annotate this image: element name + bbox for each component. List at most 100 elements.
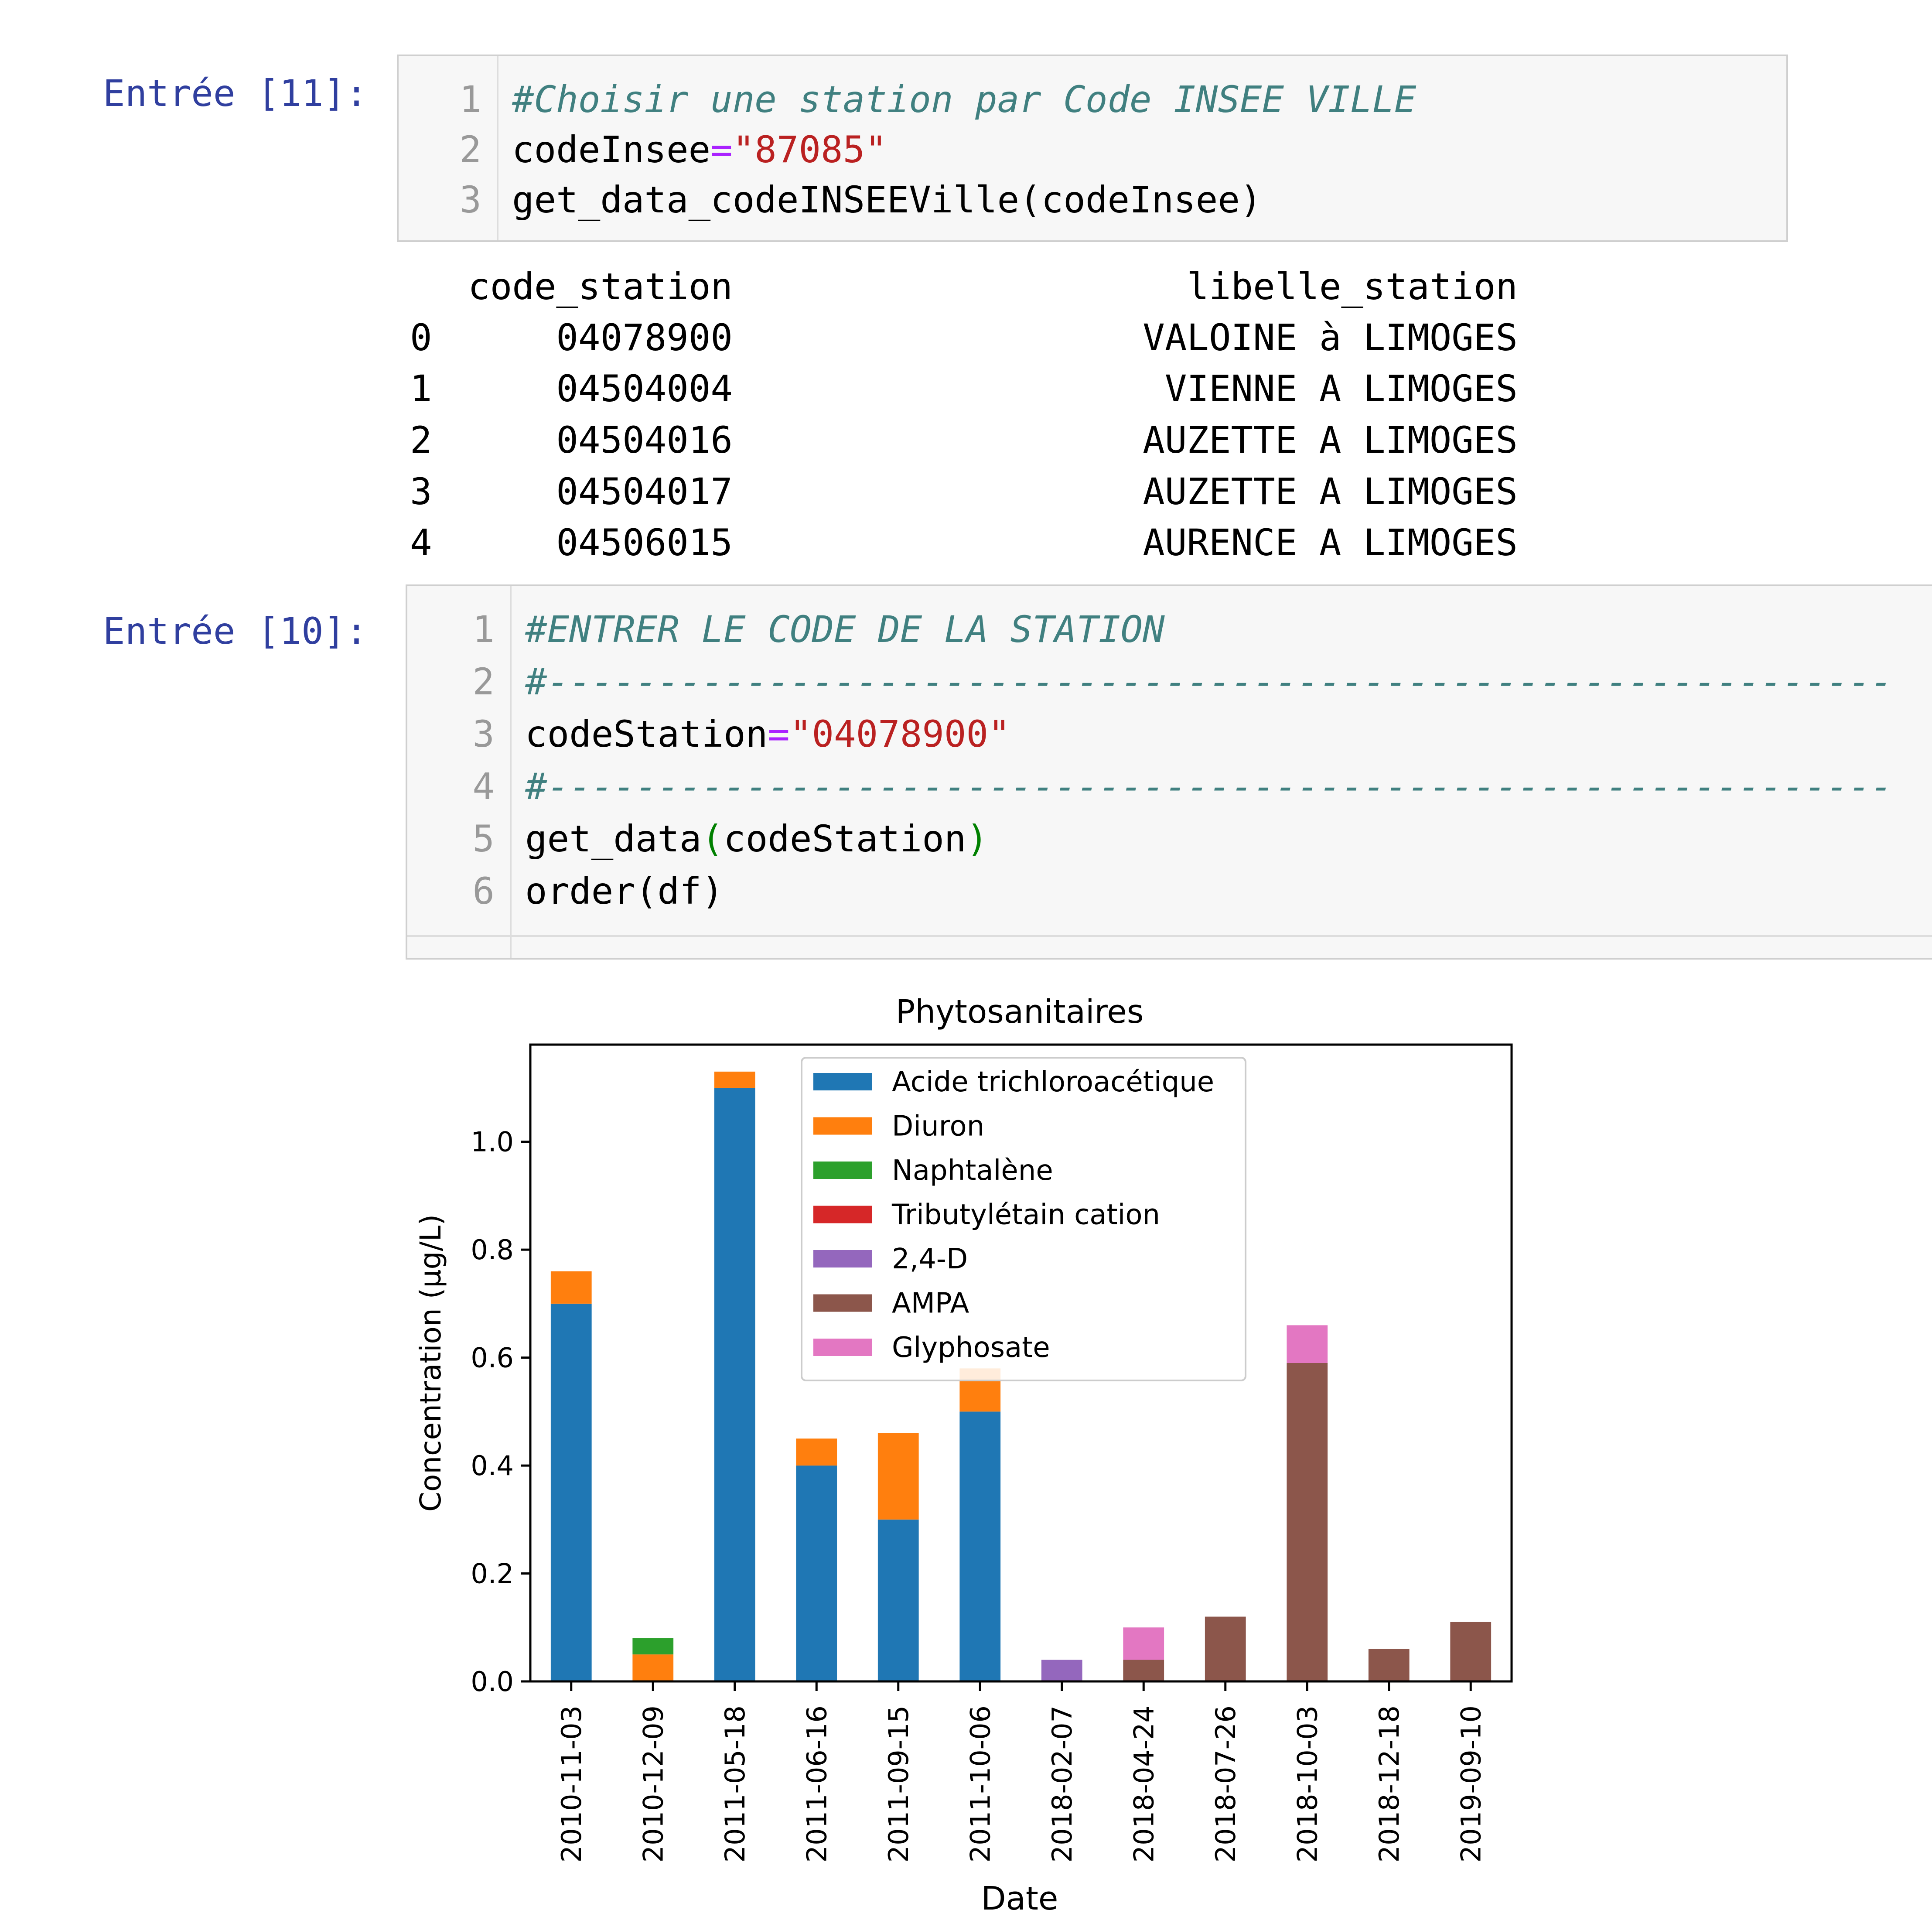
line-number: 2: [459, 128, 481, 171]
x-tick-label: 2018-04-24: [1128, 1705, 1160, 1862]
y-tick-label: 0.4: [471, 1450, 514, 1482]
row-index: 0: [410, 316, 432, 359]
code-line: order(df): [525, 870, 724, 912]
code-comment: #---------------------------------------…: [525, 660, 1893, 703]
legend-label: 2,4-D: [892, 1243, 968, 1275]
code-line: #---------------------------------------…: [525, 765, 1892, 808]
bar-segment: [714, 1071, 755, 1088]
x-tick-label: 2018-12-18: [1373, 1705, 1405, 1862]
cell-prompt-10: Entrée [10]:: [103, 610, 368, 653]
row-index: 4: [410, 521, 432, 564]
cell-libelle-station: VIENNE A LIMOGES: [1164, 367, 1518, 410]
code-argument: codeStation: [724, 817, 966, 860]
line-number: 3: [472, 713, 495, 755]
cell-code-station: 04504016: [556, 419, 733, 461]
cell-libelle-station: VALOINE à LIMOGES: [1143, 316, 1518, 359]
code-line: codeInsee="87085": [512, 128, 887, 171]
code-line: codeStation="04078900": [525, 713, 1010, 755]
bar-segment: [550, 1303, 592, 1681]
y-tick-label: 0.0: [471, 1666, 514, 1698]
bar-segment: [1123, 1627, 1164, 1660]
code-line: #---------------------------------------…: [525, 660, 1892, 703]
legend-swatch: [813, 1294, 872, 1312]
legend-label: Glyphosate: [892, 1332, 1050, 1364]
x-tick-label: 2018-02-07: [1046, 1705, 1078, 1862]
code-line: #Choisir une station par Code INSEE VILL…: [512, 78, 1416, 121]
code-cell-2[interactable]: 1 2 3 4 5 6 #ENTRER LE CODE DE LA STATIO…: [406, 584, 1932, 960]
cell-code-station: 04078900: [556, 316, 733, 359]
x-tick-label: 2019-09-10: [1455, 1705, 1487, 1862]
bar-segment: [1123, 1660, 1164, 1681]
legend-label: Diuron: [892, 1110, 984, 1143]
cell-scroll-track[interactable]: [407, 935, 1932, 937]
row-index: 1: [410, 367, 432, 410]
column-header-libelle-station: libelle_station: [1187, 265, 1518, 308]
column-header-code-station: code_station: [468, 265, 733, 308]
code-variable: codeStation: [525, 713, 768, 755]
bar-segment: [1041, 1660, 1082, 1681]
code-cell-1[interactable]: 1 2 3 #Choisir une station par Code INSE…: [397, 55, 1788, 242]
row-index: 3: [410, 470, 432, 513]
code-paren: (: [701, 817, 724, 860]
bar-segment: [714, 1087, 755, 1681]
code-paren: ): [966, 817, 989, 860]
code-operator: =: [768, 713, 790, 755]
y-tick-label: 0.2: [471, 1558, 514, 1590]
bar-segment: [1450, 1622, 1492, 1681]
row-index: 2: [410, 419, 432, 461]
chart-legend: Acide trichloroacétique Diuron Naphtalène T…: [801, 1057, 1246, 1381]
bar-segment: [632, 1654, 674, 1681]
line-number: 5: [472, 817, 495, 860]
cell-code-station: 04504004: [556, 367, 733, 410]
code-text: order(df): [525, 870, 724, 912]
x-axis: 2010-11-03 2010-12-09 2011-05-18 2011-06-16…: [556, 1681, 1487, 1862]
legend-swatch: [813, 1206, 872, 1223]
bar-segment: [796, 1466, 837, 1681]
legend-swatch: [813, 1073, 872, 1090]
code-string: "04078900": [789, 713, 1010, 755]
line-number: 1: [472, 608, 495, 651]
bar-segment: [550, 1271, 592, 1304]
code-variable: codeInsee: [512, 128, 711, 171]
legend-label: Tributylétain cation: [891, 1199, 1160, 1231]
line-number: 3: [459, 178, 481, 221]
x-tick-label: 2011-09-15: [883, 1705, 915, 1862]
line-number: 4: [472, 765, 495, 808]
code-comment: #ENTRER LE CODE DE LA STATION: [525, 608, 1165, 651]
y-tick-label: 0.6: [471, 1342, 514, 1374]
legend-label: AMPA: [892, 1288, 969, 1320]
bar-segment: [877, 1519, 919, 1681]
chart-bars: [550, 1071, 1492, 1681]
bar-segment: [632, 1638, 674, 1655]
code-string: "87085": [732, 128, 887, 171]
plot-frame: [529, 1043, 1513, 1683]
x-tick-label: 2010-12-09: [637, 1705, 669, 1862]
y-axis: 0.0 0.2 0.4 0.6 0.8 1.0: [471, 1126, 530, 1698]
line-number-gutter: [399, 56, 498, 240]
legend-label: Naphtalène: [892, 1155, 1053, 1187]
y-tick-label: 1.0: [471, 1126, 514, 1158]
cell-prompt-11: Entrée [11]:: [103, 72, 368, 115]
cell-code-station: 04504017: [556, 470, 733, 513]
y-axis-label: Concentration (µg/L): [414, 1214, 447, 1512]
code-operator: =: [710, 128, 733, 171]
line-number: 6: [472, 870, 495, 912]
cell-code-station: 04506015: [556, 521, 733, 564]
legend-swatch: [813, 1339, 872, 1356]
x-tick-label: 2010-11-03: [556, 1705, 587, 1862]
line-number-gutter: [407, 586, 512, 958]
code-text: get_data_codeINSEEVille(codeInsee): [512, 178, 1262, 221]
x-tick-label: 2018-07-26: [1210, 1705, 1242, 1862]
bar-segment: [796, 1438, 837, 1466]
bar-segment: [959, 1411, 1001, 1681]
cell-libelle-station: AUZETTE A LIMOGES: [1143, 419, 1518, 461]
legend-label: Acide trichloroacétique: [892, 1066, 1214, 1098]
bar-segment: [1205, 1616, 1246, 1681]
line-number: 1: [459, 78, 481, 121]
line-number: 2: [472, 660, 495, 703]
code-comment: #---------------------------------------…: [525, 765, 1893, 808]
legend-frame: [801, 1057, 1246, 1381]
bar-segment: [1287, 1363, 1328, 1681]
legend-swatch: [813, 1250, 872, 1267]
cell-libelle-station: AUZETTE A LIMOGES: [1143, 470, 1518, 513]
